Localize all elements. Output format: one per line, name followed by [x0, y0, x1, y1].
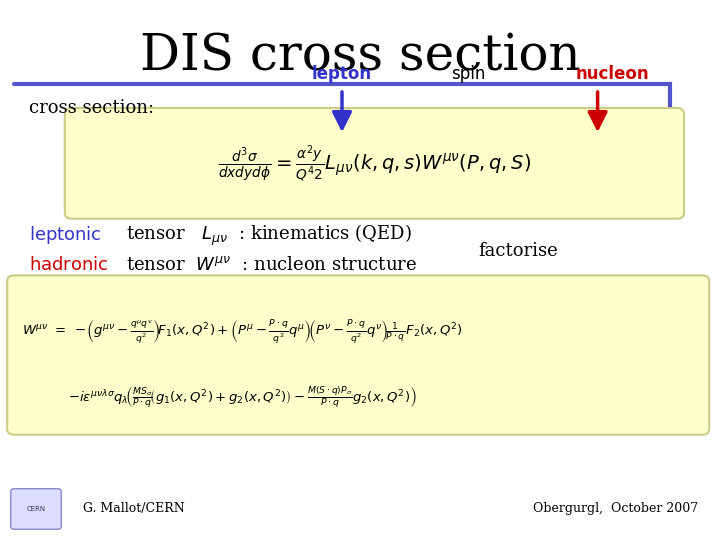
Text: cross section:: cross section: — [29, 99, 154, 117]
Text: G. Mallot/CERN: G. Mallot/CERN — [83, 502, 184, 515]
Text: DIS cross section: DIS cross section — [140, 32, 580, 82]
Text: lepton: lepton — [312, 65, 372, 83]
Text: tensor   $L_{\mu\nu}$  : kinematics (QED): tensor $L_{\mu\nu}$ : kinematics (QED) — [126, 222, 412, 247]
Text: $\mathrm{hadronic}$: $\mathrm{hadronic}$ — [29, 255, 108, 274]
Text: spin: spin — [451, 65, 485, 83]
Text: nucleon: nucleon — [575, 65, 649, 83]
Text: $\frac{d^3\sigma}{dxdyd\phi} = \frac{\alpha^2 y}{Q^4 2}L_{\mu\nu}(k,q,s)W^{\mu\n: $\frac{d^3\sigma}{dxdyd\phi} = \frac{\al… — [218, 143, 531, 184]
Text: $W^{\mu\nu}\ =\ -\!\left(g^{\mu\nu} - \frac{q^\mu q^\nu}{q^2}\right)\!F_1(x,Q^2): $W^{\mu\nu}\ =\ -\!\left(g^{\mu\nu} - \f… — [22, 319, 462, 346]
Text: Obergurgl,  October 2007: Obergurgl, October 2007 — [534, 502, 698, 515]
FancyBboxPatch shape — [11, 489, 61, 529]
FancyBboxPatch shape — [65, 108, 684, 219]
Text: $-i\epsilon^{\mu\nu\lambda\sigma}q_\lambda\!\left(\frac{MS_\sigma}{P\cdot q}\!\l: $-i\epsilon^{\mu\nu\lambda\sigma}q_\lamb… — [68, 384, 417, 410]
FancyBboxPatch shape — [7, 275, 709, 435]
Text: $\mathrm{leptonic}$: $\mathrm{leptonic}$ — [29, 224, 102, 246]
Text: factorise: factorise — [479, 242, 558, 260]
Text: CERN: CERN — [27, 505, 45, 512]
Text: tensor  $W^{\mu\nu}$  : nucleon structure: tensor $W^{\mu\nu}$ : nucleon structure — [126, 255, 417, 274]
